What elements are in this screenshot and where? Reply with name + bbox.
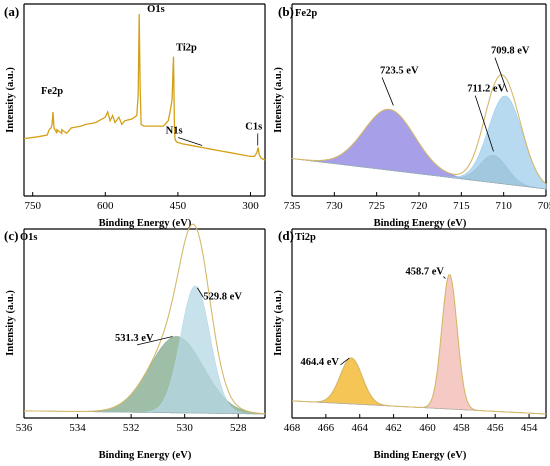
annotation-pointer <box>474 95 494 152</box>
panel-b-title: Fe2p <box>295 8 317 19</box>
x-tick-label: 454 <box>521 422 538 434</box>
peak-annotation: 709.8 eV <box>491 46 530 57</box>
peak-annotation: 711.2 eV <box>467 84 505 95</box>
envelope-line <box>292 274 547 415</box>
x-tick-label: 460 <box>419 422 436 434</box>
peak-annotation: 529.8 eV <box>203 292 242 303</box>
panel-b: (b) Fe2p 735 730 725 720 715 710 705 723.5 eV 7… <box>273 3 550 229</box>
panel-a-survey-line <box>23 13 266 161</box>
panel-d: (d) Ti2p 468 466 464 462 460 458 456 454 464.4 … <box>273 228 547 461</box>
x-tick-label: 600 <box>97 200 114 212</box>
peak-annotation: Fe2p <box>41 86 63 97</box>
peak-annotation: C1s <box>245 122 262 133</box>
panel-d-y-axis-title: Intensity (a.u.) <box>273 290 284 356</box>
x-tick-label: 462 <box>385 422 402 434</box>
x-tick-label: 464 <box>351 422 368 434</box>
annotation-pointer <box>381 77 394 106</box>
peak-annotation: 723.5 eV <box>380 65 419 76</box>
annotation-pointer <box>177 137 203 146</box>
x-tick-label: 532 <box>123 422 140 434</box>
panel-a-x-axis-title: Binding Energy (eV) <box>99 218 192 229</box>
panel-c: (c) O1s 536 534 532 530 528 531.3 eV 529.8 eV… <box>4 223 266 461</box>
envelope-line <box>24 223 266 415</box>
annotation-pointer <box>340 357 350 366</box>
x-tick-label: 534 <box>69 422 86 434</box>
envelope-line <box>291 74 547 185</box>
x-tick-label: 466 <box>318 422 335 434</box>
x-tick-label: 705 <box>538 200 550 212</box>
x-tick-label: 730 <box>326 200 343 212</box>
x-tick-label: 450 <box>170 200 187 212</box>
panel-a-y-axis-title: Intensity (a.u.) <box>5 67 16 133</box>
panel-d-x-axis-title: Binding Energy (eV) <box>374 450 467 461</box>
x-tick-label: 715 <box>453 200 470 212</box>
peak-annotation: Ti2p <box>176 43 197 54</box>
peak-annotation: N1s <box>166 126 183 137</box>
annotation-pointer <box>197 287 204 298</box>
annotation-pointer <box>136 336 173 346</box>
panel-b-y-axis-title: Intensity (a.u.) <box>273 67 284 133</box>
x-tick-label: 750 <box>24 200 41 212</box>
x-tick-label: 530 <box>176 422 193 434</box>
panel-c-title: O1s <box>20 232 38 243</box>
panel-c-label: (c) <box>4 228 18 243</box>
x-tick-label: 720 <box>411 200 428 212</box>
x-tick-label: 456 <box>487 422 504 434</box>
x-tick-label: 300 <box>242 200 259 212</box>
annotation-pointer <box>443 276 446 279</box>
panel-a-label: (a) <box>4 4 19 19</box>
x-tick-label: 725 <box>368 200 385 212</box>
panel-a: (a) 750 600 450 300 O1s Ti2p Fe2p N1s C1s Bindi… <box>4 3 266 229</box>
x-tick-label: 536 <box>16 422 33 434</box>
background-line <box>291 158 547 190</box>
peak-annotation: 531.3 eV <box>115 333 154 344</box>
panel-d-title: Ti2p <box>295 232 316 243</box>
annotation-pointer <box>494 57 508 93</box>
fitted-peak <box>292 274 547 415</box>
x-tick-label: 710 <box>495 200 512 212</box>
panel-c-x-axis-title: Binding Energy (eV) <box>99 450 192 461</box>
panel-b-x-axis-title: Binding Energy (eV) <box>374 218 467 229</box>
x-tick-label: 735 <box>284 200 301 212</box>
panel-b-label: (b) <box>278 4 294 19</box>
panel-d-label: (d) <box>278 228 294 243</box>
x-tick-label: 528 <box>230 422 247 434</box>
x-tick-label: 468 <box>284 422 301 434</box>
x-tick-label: 458 <box>453 422 470 434</box>
peak-annotation: O1s <box>147 4 165 15</box>
panel-c-y-axis-title: Intensity (a.u.) <box>5 290 16 356</box>
peak-annotation: 464.4 eV <box>300 357 339 368</box>
peak-annotation: 458.7 eV <box>405 267 444 278</box>
